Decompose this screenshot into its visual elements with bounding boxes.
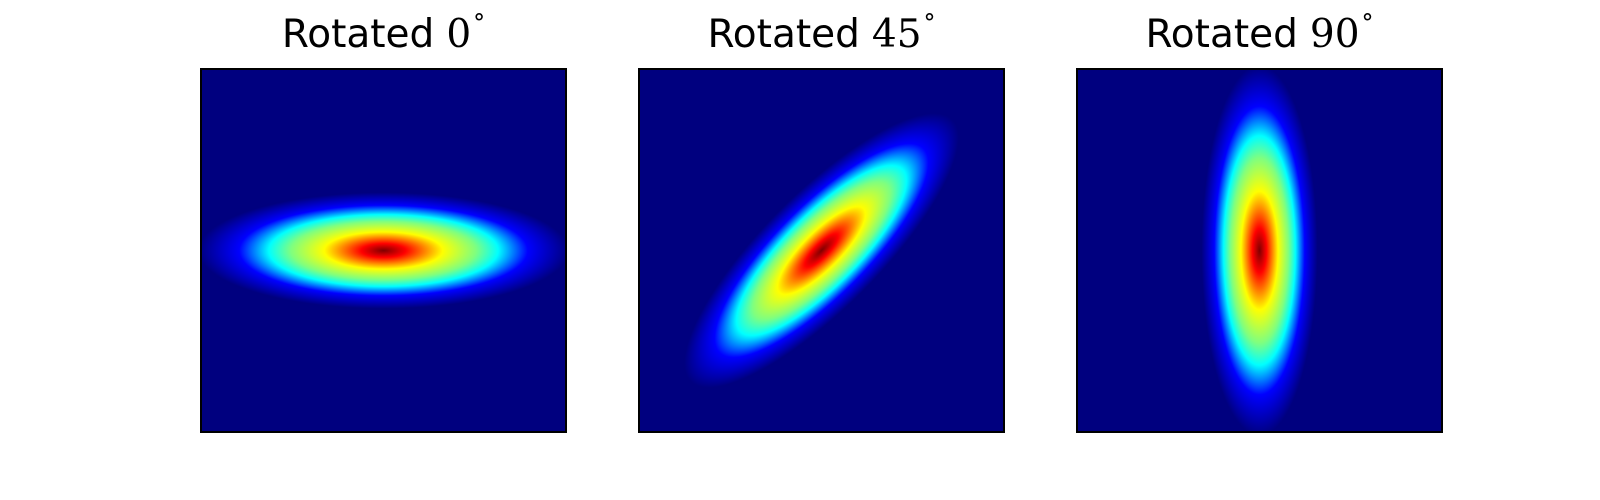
heatmap-plot — [200, 68, 567, 433]
heatmap-svg — [202, 70, 565, 431]
chart-title: Rotated 0° — [140, 10, 627, 57]
gaussian-blob — [1201, 70, 1318, 431]
gaussian-blob — [684, 113, 959, 388]
heatmap-plot — [1076, 68, 1443, 433]
chart-title: Rotated 90° — [1016, 10, 1503, 57]
degree-symbol: ° — [923, 9, 936, 37]
heatmap-svg — [1078, 70, 1441, 431]
gaussian-blob — [202, 192, 565, 309]
title-angle: 45 — [871, 12, 922, 57]
degree-symbol: ° — [473, 9, 486, 37]
title-word: Rotated — [1145, 12, 1298, 57]
heatmap-svg — [640, 70, 1003, 431]
title-word: Rotated — [707, 12, 860, 57]
heatmap-plot — [638, 68, 1005, 433]
title-angle: 0 — [446, 12, 472, 57]
chart-title: Rotated 45° — [578, 10, 1065, 57]
title-angle: 90 — [1309, 12, 1360, 57]
degree-symbol: ° — [1361, 9, 1374, 37]
title-word: Rotated — [281, 12, 435, 57]
